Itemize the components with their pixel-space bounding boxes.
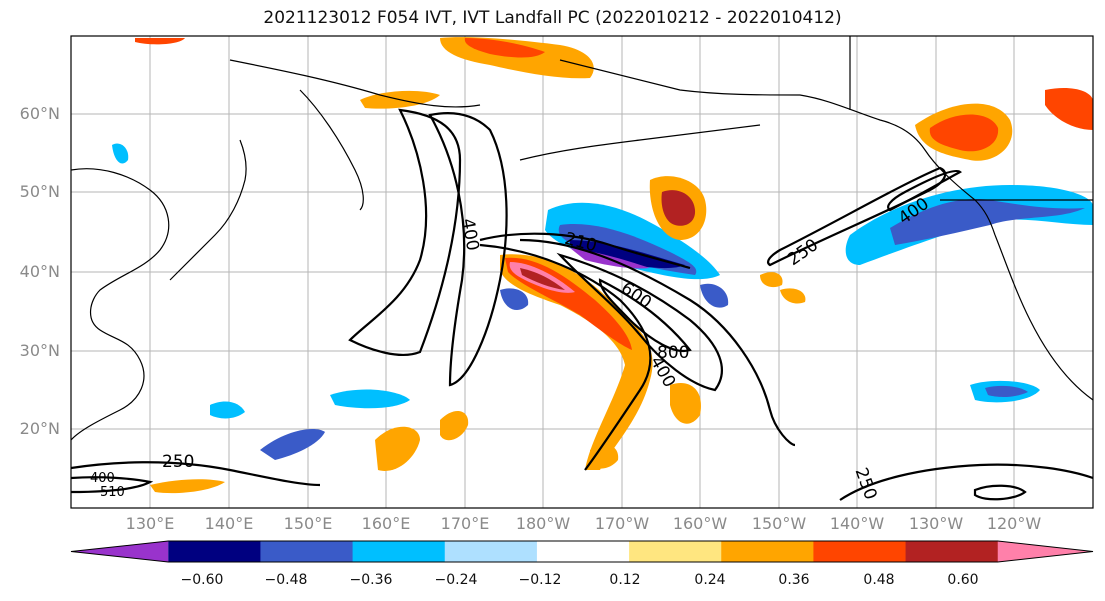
shading-positive-south1 <box>375 426 420 471</box>
coastline-westcoast <box>994 234 1093 401</box>
contour-400-ne <box>887 169 962 212</box>
shading-negative-sw3 <box>210 401 245 419</box>
shading-negative-aleut <box>500 288 529 310</box>
colorbar-tick-10: 0.60 <box>947 572 979 588</box>
contour-central-2 <box>519 238 796 447</box>
contour-label-250-sw: 250 <box>162 452 194 472</box>
coastline-asia <box>71 168 170 441</box>
colorbar-bin <box>721 541 814 562</box>
colorbar-bin <box>168 541 261 562</box>
shading-negative-east-core <box>985 385 1028 397</box>
lat-label-50n: 50°N <box>19 182 60 201</box>
shading-positive-gulf-core <box>929 114 999 152</box>
shading-negative-mid2 <box>700 283 729 308</box>
lon-label-170e: 170°E <box>440 514 490 533</box>
contour-250-west <box>348 108 462 356</box>
colorbar-tick-5: −0.12 <box>518 572 562 588</box>
shading-positive-bering-core <box>464 38 545 58</box>
colorbar-bin <box>536 541 630 562</box>
shading-positive-south4 <box>670 383 701 424</box>
lat-label-60n: 60°N <box>19 104 60 123</box>
contour-250-sw <box>71 461 321 487</box>
colorbar-tick-6: 0.12 <box>609 572 641 588</box>
shading-positive-east3 <box>760 272 783 288</box>
contour-250-se2 <box>973 484 1027 501</box>
colorbar-tick-1: −0.60 <box>180 572 224 588</box>
colorbar-bin <box>352 541 446 562</box>
colorbar-tick-8: 0.36 <box>778 572 810 588</box>
colorbar-tick-2: −0.48 <box>264 572 308 588</box>
contour-800 <box>598 278 692 353</box>
lon-label-130e: 130°E <box>125 514 175 533</box>
colorbar-tick-7: 0.24 <box>694 572 726 588</box>
colorbar-bin <box>260 541 354 562</box>
colorbar-bin <box>629 541 722 562</box>
contour-250-ne <box>766 166 947 267</box>
coastline-aleutians <box>519 124 761 161</box>
shading-positive-dark <box>520 268 565 290</box>
colorbar-extend-max <box>997 541 1093 562</box>
colorbar-tick-4: −0.24 <box>434 572 478 588</box>
shading-positive-top-small <box>135 38 185 45</box>
lat-label-40n: 40°N <box>19 262 60 281</box>
shading-negative-sw1 <box>260 429 325 460</box>
lon-label-150w: 150°W <box>751 514 807 533</box>
lon-label-160w: 160°W <box>672 514 728 533</box>
map-frame <box>70 35 1094 509</box>
shading-negative-ne-core <box>890 199 1085 245</box>
lon-label-180w: 180°W <box>515 514 571 533</box>
colorbar <box>70 540 1094 563</box>
shading-negative-sw2 <box>330 389 410 409</box>
shading-positive-sw-tip <box>150 479 225 494</box>
coastline-kamchatka <box>299 89 364 211</box>
contour-210 <box>479 232 691 270</box>
colorbar-outline <box>70 540 1094 563</box>
lat-label-30n: 30°N <box>19 341 60 360</box>
coastline-japan <box>169 139 247 281</box>
map-title: 2021123012 F054 IVT, IVT Landfall PC (20… <box>263 8 842 28</box>
colorbar-bin <box>444 541 538 562</box>
lon-label-120w: 120°W <box>986 514 1042 533</box>
ivt-contours <box>71 108 1093 501</box>
lon-label-160e: 160°E <box>361 514 411 533</box>
coastlines <box>71 36 1093 441</box>
colorbar-bin <box>813 541 907 562</box>
lon-label-150e: 150°E <box>283 514 333 533</box>
colorbar-bin <box>905 541 999 562</box>
contour-label-800: 800 <box>657 343 689 363</box>
shading-negative-jp <box>112 143 129 164</box>
colorbar-extend-min <box>71 541 169 562</box>
colorbar-tick-9: 0.48 <box>863 572 895 588</box>
lon-label-140w: 140°W <box>829 514 885 533</box>
lon-label-170w: 170°W <box>594 514 650 533</box>
shading-positive-south2 <box>440 410 469 441</box>
shading-positive-gulf2 <box>1045 88 1093 130</box>
colorbar-tick-3: −0.36 <box>349 572 393 588</box>
lon-label-130w: 130°W <box>908 514 964 533</box>
contour-label-510-sw: 510 <box>100 485 125 500</box>
shading-positive-east2 <box>780 288 806 304</box>
shading-positive-south3 <box>590 444 619 469</box>
shading-negative-core <box>569 240 685 269</box>
contour-label-400-sw: 400 <box>90 471 115 486</box>
border-canada-us <box>849 36 1093 201</box>
contour-250-se <box>839 463 1093 501</box>
contour-400-west <box>428 112 508 387</box>
coastline-siberia <box>229 59 481 108</box>
contour-600 <box>556 252 723 392</box>
contour-400-sw <box>71 476 154 494</box>
lon-label-140e: 140°E <box>204 514 254 533</box>
shading-positive-mid-north-core <box>661 190 696 226</box>
coastline-alaska <box>559 59 996 236</box>
lat-label-20n: 20°N <box>19 419 60 438</box>
